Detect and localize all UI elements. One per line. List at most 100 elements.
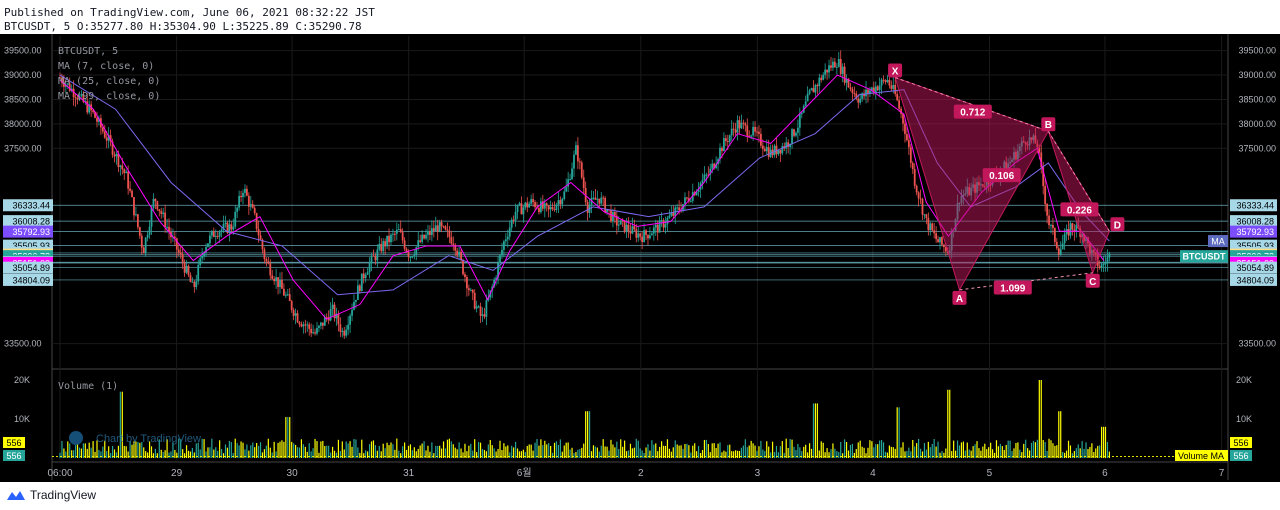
candle-body [222,224,225,230]
candle-body [464,274,466,277]
candle-body [393,233,396,235]
volume-ma-tag-bg [1175,450,1228,461]
harmonic-triangle-xab [894,76,1050,292]
x-tick-label: 4 [870,468,876,479]
candle-body [253,207,256,214]
candle-body [571,168,573,180]
price-tag-label: 35054.89 [12,263,50,273]
candle-body [872,87,875,93]
candle-body [80,94,83,96]
x-tick-label: 5 [987,468,993,479]
candle-body [526,202,529,208]
candle-body [271,275,274,279]
candle-body [236,207,239,212]
candle-body [1048,215,1050,226]
candle-body [456,250,459,256]
candle-body [345,329,348,336]
volume-tick-label: 10K [1236,414,1252,424]
candle-body [497,262,499,278]
harmonic-ratio-label-bg [953,104,992,119]
candle-body [1100,264,1103,269]
candle-body [156,201,159,210]
candle-body [138,227,141,236]
price-tag-bg [1230,225,1277,238]
candle-body [265,259,268,262]
candle-body [434,225,437,232]
candle-body [146,234,149,238]
y-tick-label: 38500.00 [4,94,42,104]
candle-body [639,233,642,237]
candle-body [851,89,854,93]
candle-body [323,317,326,326]
candle-body [909,147,912,163]
candle-body [551,207,554,210]
candle-body [902,113,904,124]
candle-body [865,89,867,97]
candle-body [719,147,721,160]
candle-body [800,112,803,115]
candle-body [715,164,718,169]
candle-body [436,225,439,232]
candle-body [388,235,390,243]
candle-body [734,129,737,133]
candle-body [510,219,513,228]
candle-body [92,110,94,112]
candle-body [520,203,523,215]
candle-body [162,212,165,214]
candle-body [103,131,106,138]
candle-body [349,315,351,325]
volume-tag-bg [1230,437,1252,448]
candle-body [263,249,266,260]
symbol-tag-bg [1180,250,1228,263]
volume-tag-bg [3,437,25,448]
candle-body [925,214,928,218]
candle-body [748,135,751,137]
candle-body [534,202,536,208]
footer-logo[interactable]: TradingView [6,488,96,502]
candle-body [1108,253,1111,258]
candle-body [559,200,562,205]
candle-body [670,212,673,216]
candle-body [750,135,753,137]
candle-body [900,108,902,114]
candle-body [442,226,445,228]
price-tag-bg [1230,261,1277,274]
candle-body [837,59,840,67]
legend-line: MA (7, close, 0) [58,61,154,72]
candle-body [331,304,334,309]
candle-body [617,224,620,226]
candle-body [563,191,566,199]
candle-body [386,235,388,247]
candle-body [76,98,79,100]
candle-body [676,207,679,209]
candle-body [580,162,583,178]
candle-body [421,234,424,242]
candle-body [541,201,544,209]
symbol-tag: BTCUSDT [1183,252,1226,262]
candle-body [849,87,852,90]
candle-body [466,276,468,289]
candle-body [898,100,901,109]
candle-body [310,328,313,334]
candle-body [133,197,135,216]
candle-body [596,198,599,200]
candle-body [199,258,202,266]
y-tick-label: 33500.00 [4,339,42,349]
candle-body [177,249,180,253]
candle-body [798,114,801,128]
candle-body [835,66,838,68]
candle-body [713,163,716,169]
harmonic-point-label: D [1114,220,1121,231]
candle-body [923,214,926,216]
candle-body [832,61,834,68]
candle-body [407,251,410,258]
y-tick-label: 33500.00 [1238,339,1276,349]
y-tick-label: 38000.00 [4,119,42,129]
candle-body [582,177,585,189]
candle-body [259,235,262,240]
candle-body [1102,263,1105,265]
candle-body [649,235,651,239]
candle-body [826,69,828,73]
candle-body [339,324,342,332]
